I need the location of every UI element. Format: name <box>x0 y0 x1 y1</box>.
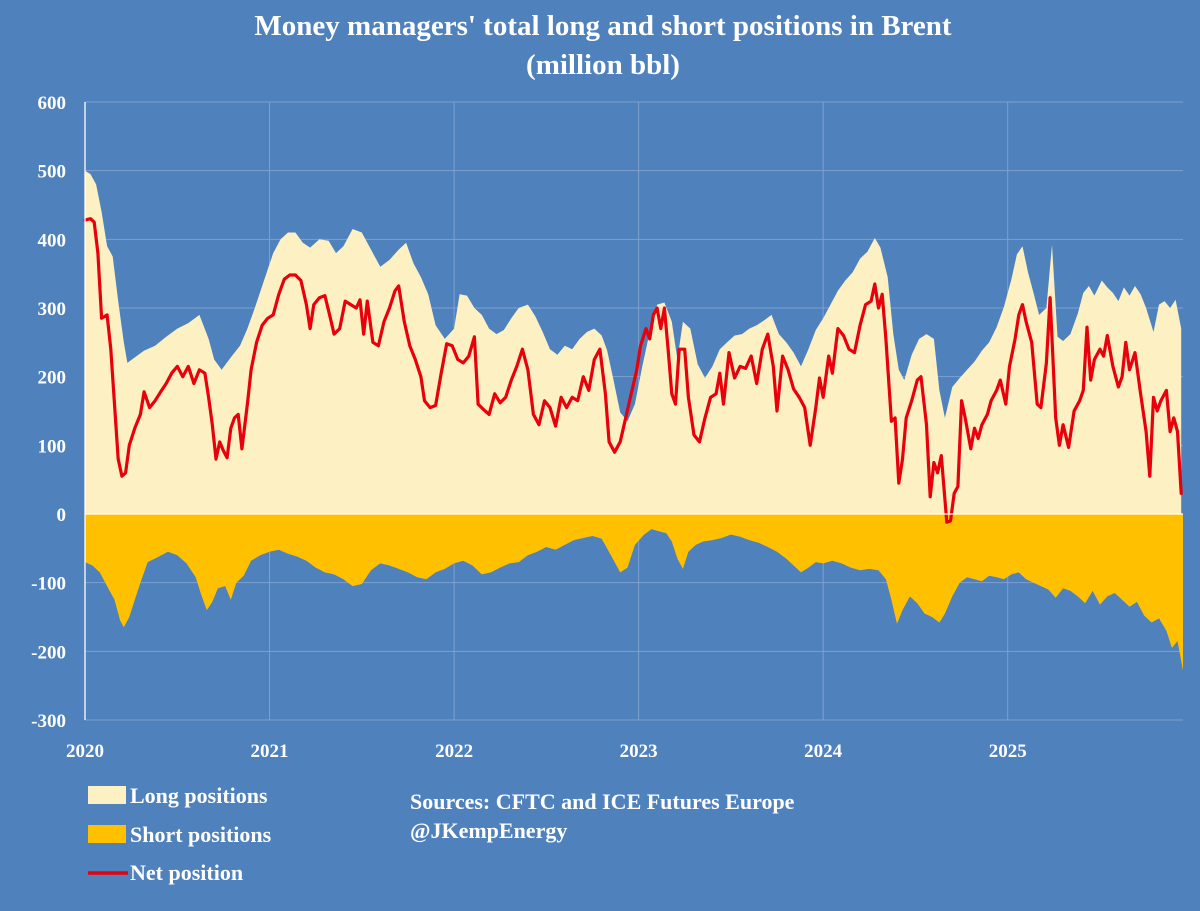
x-tick-labels: 2020 2021 2022 2023 2024 2025 <box>66 741 1027 762</box>
chart-title: Money managers' total long and short pos… <box>254 10 951 42</box>
source-line-1: Sources: CFTC and ICE Futures Europe <box>410 789 795 814</box>
chart-subtitle: (million bbl) <box>526 49 680 81</box>
axes <box>84 102 1183 720</box>
y-tick-label: 200 <box>38 368 67 389</box>
y-tick-label: 0 <box>57 505 67 526</box>
x-tick-label: 2023 <box>620 741 658 762</box>
y-tick-label: -200 <box>31 642 66 663</box>
x-tick-label: 2025 <box>989 741 1027 762</box>
legend-label-long: Long positions <box>130 783 268 808</box>
y-tick-label: 600 <box>38 93 67 114</box>
legend: Long positions Short positions Net posit… <box>88 783 272 885</box>
x-tick-label: 2020 <box>66 741 104 762</box>
y-tick-label: 400 <box>38 230 67 251</box>
legend-label-net: Net position <box>130 860 243 885</box>
y-tick-label: 500 <box>38 162 67 183</box>
legend-swatch-long <box>88 786 126 804</box>
x-tick-label: 2022 <box>435 741 473 762</box>
legend-swatch-short <box>88 825 126 843</box>
y-tick-label: 100 <box>38 436 67 457</box>
long-positions-area <box>85 170 1182 514</box>
legend-label-short: Short positions <box>130 822 272 847</box>
short-positions-area <box>85 514 1183 671</box>
y-tick-labels: 600 500 400 300 200 100 0 -100 -200 -300 <box>31 93 66 732</box>
area-series <box>85 170 1183 671</box>
line-series <box>83 217 1183 524</box>
source-note: Sources: CFTC and ICE Futures Europe @JK… <box>410 789 795 843</box>
net-position-line <box>83 217 1183 524</box>
y-tick-label: -300 <box>31 711 66 732</box>
x-tick-label: 2021 <box>251 741 289 762</box>
x-tick-label: 2024 <box>804 741 843 762</box>
source-line-2: @JKempEnergy <box>410 818 567 843</box>
y-tick-label: 300 <box>38 299 67 320</box>
y-tick-label: -100 <box>31 574 66 595</box>
